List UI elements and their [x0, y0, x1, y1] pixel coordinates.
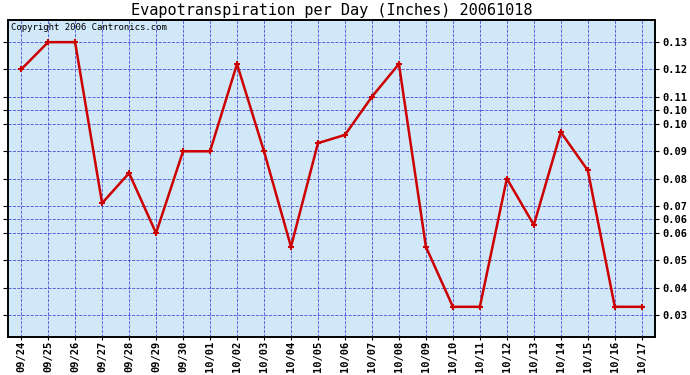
- Title: Evapotranspiration per Day (Inches) 20061018: Evapotranspiration per Day (Inches) 2006…: [130, 3, 532, 18]
- Text: Copyright 2006 Cantronics.com: Copyright 2006 Cantronics.com: [11, 24, 167, 33]
